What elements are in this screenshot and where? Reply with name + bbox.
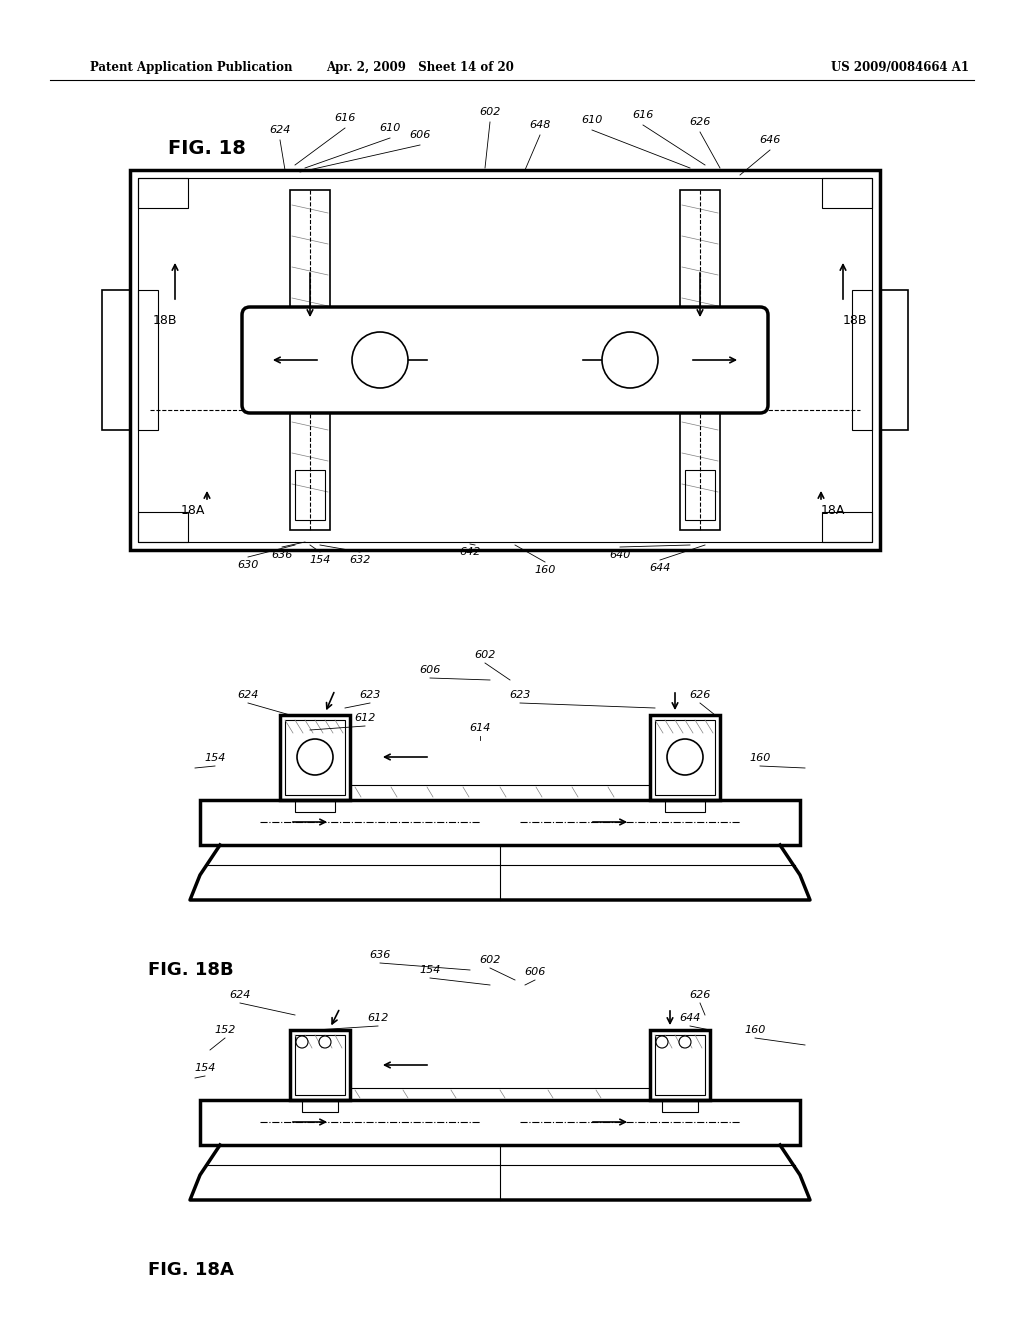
- Text: 602: 602: [479, 107, 501, 117]
- Bar: [200, 800, 800, 845]
- Text: 610: 610: [379, 123, 400, 133]
- Text: 18B: 18B: [153, 314, 177, 326]
- Bar: [102, 290, 130, 430]
- Text: 623: 623: [509, 690, 530, 700]
- Text: 644: 644: [649, 564, 671, 573]
- Text: 612: 612: [368, 1012, 389, 1023]
- Text: FIG. 18A: FIG. 18A: [148, 1261, 233, 1279]
- Bar: [302, 1100, 338, 1111]
- Bar: [290, 1030, 350, 1100]
- Bar: [350, 785, 650, 800]
- Text: 626: 626: [689, 690, 711, 700]
- Text: 616: 616: [632, 110, 653, 120]
- Bar: [295, 1035, 345, 1096]
- Bar: [295, 800, 335, 812]
- Text: 648: 648: [529, 120, 551, 129]
- Text: 18A: 18A: [181, 503, 205, 516]
- Text: FIG. 18: FIG. 18: [168, 139, 246, 157]
- Text: 154: 154: [205, 752, 225, 763]
- Bar: [285, 719, 345, 795]
- Bar: [655, 1035, 705, 1096]
- Text: 612: 612: [354, 713, 376, 723]
- Text: 644: 644: [679, 1012, 700, 1023]
- Circle shape: [297, 739, 333, 775]
- Circle shape: [296, 1036, 308, 1048]
- Text: 606: 606: [410, 129, 431, 140]
- Bar: [290, 190, 330, 531]
- Bar: [685, 470, 715, 520]
- Bar: [650, 1030, 710, 1100]
- Bar: [822, 512, 872, 543]
- Text: 642: 642: [460, 546, 480, 557]
- Text: 630: 630: [238, 560, 259, 570]
- Bar: [280, 715, 350, 800]
- Text: 606: 606: [524, 968, 546, 977]
- Text: 636: 636: [271, 550, 293, 560]
- Text: FIG. 18B: FIG. 18B: [148, 961, 233, 979]
- Bar: [822, 178, 872, 209]
- Circle shape: [679, 1036, 691, 1048]
- Text: 623: 623: [359, 690, 381, 700]
- Text: US 2009/0084664 A1: US 2009/0084664 A1: [831, 62, 969, 74]
- Circle shape: [602, 333, 658, 388]
- Bar: [130, 170, 880, 550]
- Bar: [852, 290, 872, 430]
- Bar: [295, 470, 325, 520]
- Bar: [880, 290, 908, 430]
- Text: 616: 616: [334, 114, 355, 123]
- Bar: [138, 178, 872, 543]
- Bar: [350, 1088, 650, 1100]
- Text: 610: 610: [582, 115, 603, 125]
- Bar: [138, 290, 158, 430]
- Text: 646: 646: [760, 135, 780, 145]
- Text: 606: 606: [419, 665, 440, 675]
- Text: 154: 154: [419, 965, 440, 975]
- Bar: [138, 178, 188, 209]
- Bar: [662, 1100, 698, 1111]
- Text: 18A: 18A: [821, 503, 845, 516]
- Text: 154: 154: [309, 554, 331, 565]
- Text: 624: 624: [269, 125, 291, 135]
- Bar: [655, 719, 715, 795]
- Bar: [138, 512, 188, 543]
- Text: 624: 624: [229, 990, 251, 1001]
- Text: 602: 602: [479, 954, 501, 965]
- Circle shape: [667, 739, 703, 775]
- Text: 626: 626: [689, 117, 711, 127]
- Text: 154: 154: [195, 1063, 216, 1073]
- FancyBboxPatch shape: [242, 308, 768, 413]
- Text: Patent Application Publication: Patent Application Publication: [90, 62, 293, 74]
- Text: 160: 160: [744, 1026, 766, 1035]
- Text: 626: 626: [689, 990, 711, 1001]
- Bar: [665, 800, 705, 812]
- Bar: [650, 715, 720, 800]
- Text: 160: 160: [535, 565, 556, 576]
- Text: 624: 624: [238, 690, 259, 700]
- Circle shape: [352, 333, 408, 388]
- Text: 632: 632: [349, 554, 371, 565]
- Bar: [200, 1100, 800, 1144]
- Bar: [680, 190, 720, 531]
- Text: Apr. 2, 2009   Sheet 14 of 20: Apr. 2, 2009 Sheet 14 of 20: [326, 62, 514, 74]
- Circle shape: [319, 1036, 331, 1048]
- Text: 18B: 18B: [843, 314, 867, 326]
- Circle shape: [656, 1036, 668, 1048]
- Text: 152: 152: [214, 1026, 236, 1035]
- Text: 160: 160: [750, 752, 771, 763]
- Text: 636: 636: [370, 950, 391, 960]
- Text: 602: 602: [474, 649, 496, 660]
- Text: 640: 640: [609, 550, 631, 560]
- Text: 614: 614: [469, 723, 490, 733]
